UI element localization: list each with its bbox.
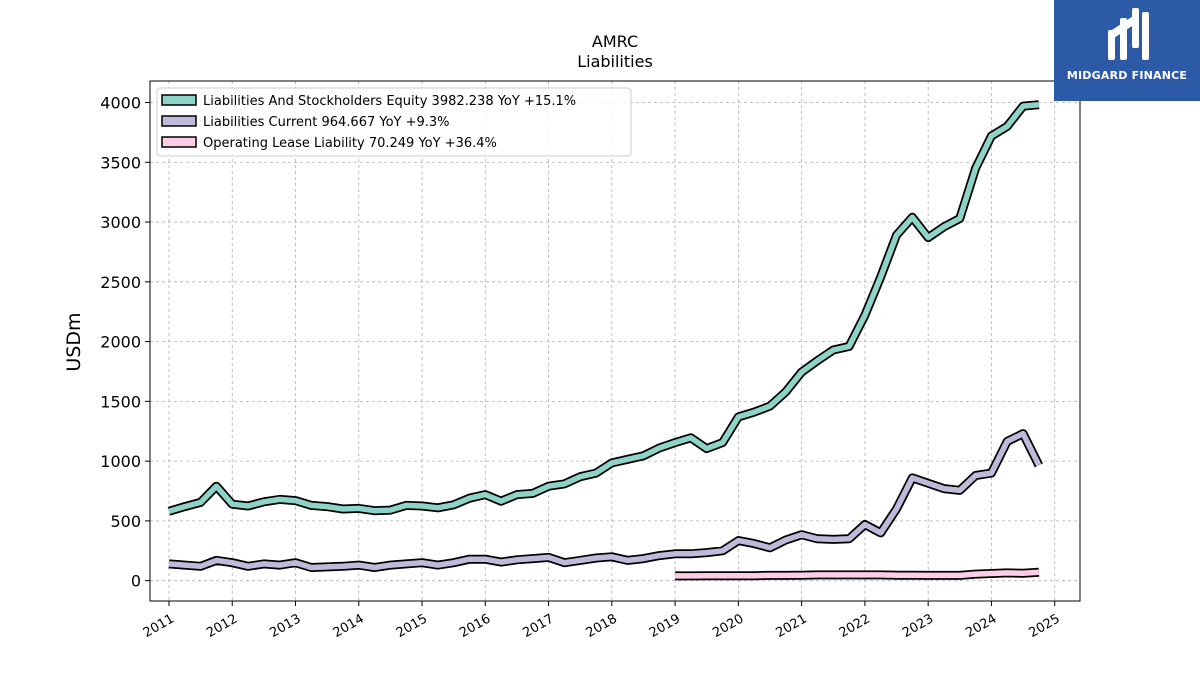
x-tick-label: 2016 [457, 611, 493, 641]
legend-entry-1: Liabilities Current 964.667 YoY +9.3% [203, 115, 450, 130]
series-outline-0 [167, 100, 1040, 516]
x-tick-label: 2017 [520, 611, 556, 641]
x-tick-label: 2020 [710, 611, 746, 641]
x-tick-label: 2013 [267, 611, 303, 641]
x-tick-label: 2025 [1027, 611, 1063, 641]
x-tick-label: 2011 [141, 611, 177, 641]
series-line-0 [168, 101, 1040, 514]
x-tick-label: 2015 [394, 611, 430, 641]
legend-swatch-0 [161, 94, 197, 106]
legend-entry-2: Operating Lease Liability 70.249 YoY +36… [203, 136, 497, 151]
y-tick-label: 2500 [100, 273, 141, 292]
series-layer [167, 100, 1043, 581]
x-tick-label: 2019 [647, 611, 683, 641]
logo-text: MIDGARD FINANCE [1066, 69, 1188, 82]
y-tick-label: 3000 [100, 213, 141, 232]
logo-mark-icon [1108, 8, 1149, 60]
y-tick-label: 2000 [100, 333, 141, 352]
series-line-1 [168, 430, 1042, 571]
chart-title: AMRC [592, 32, 638, 51]
x-tick-label: 2023 [900, 611, 936, 641]
y-tick-label: 1000 [100, 452, 141, 471]
y-tick-label: 4000 [100, 94, 141, 113]
series-line-2 [675, 569, 1040, 579]
legend: Liabilities And Stockholders Equity 3982… [156, 87, 632, 157]
y-tick-label: 1500 [100, 392, 141, 411]
x-tick-label: 2014 [331, 611, 367, 641]
x-tick-label: 2012 [204, 611, 240, 641]
x-tick-label: 2024 [963, 611, 999, 641]
legend-entry-0: Liabilities And Stockholders Equity 3982… [203, 94, 576, 109]
legend-box [156, 87, 632, 157]
y-tick-label: 3500 [100, 153, 141, 172]
chart-subtitle: Liabilities [577, 52, 653, 71]
y-tick-label: 0 [131, 572, 141, 591]
x-tick-label: 2022 [837, 611, 873, 641]
brand-logo: MIDGARD FINANCE [1054, 0, 1200, 101]
y-tick-label: 500 [110, 512, 141, 531]
x-tick-label: 2018 [584, 611, 620, 641]
plot-frame [149, 80, 1081, 602]
legend-swatch-2 [161, 136, 197, 148]
grid [150, 81, 1080, 601]
y-axis-label: USDm [63, 312, 85, 371]
legend-swatch-1 [161, 115, 197, 127]
x-tick-label: 2021 [773, 611, 809, 641]
